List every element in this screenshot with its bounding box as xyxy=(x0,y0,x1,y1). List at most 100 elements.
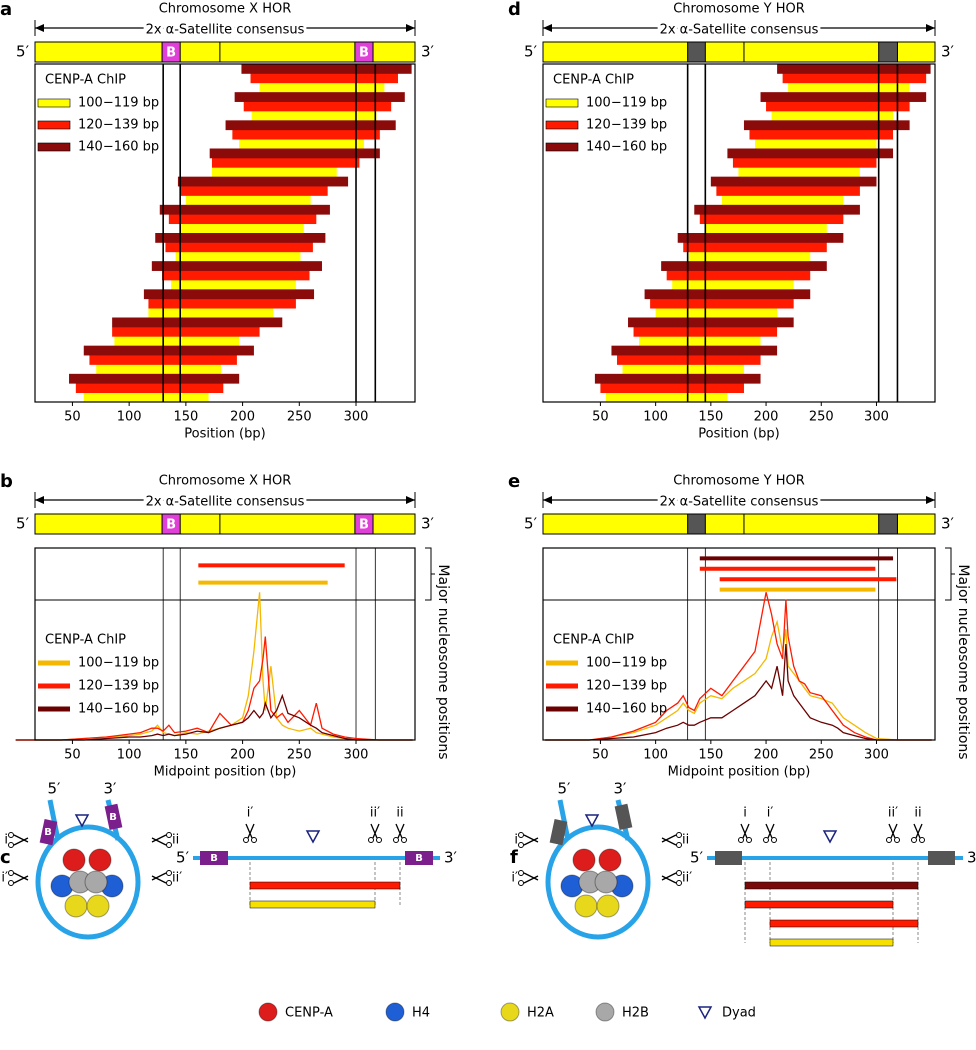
panel-title: Chromosome X HOR xyxy=(159,474,292,489)
read xyxy=(672,279,794,290)
x-tick-label: 150 xyxy=(698,748,723,763)
x-tick-label: 200 xyxy=(754,410,779,425)
dyad xyxy=(305,830,321,844)
read xyxy=(114,336,240,347)
cut-label: i′ xyxy=(511,871,518,886)
read xyxy=(611,345,778,356)
cut-label: i xyxy=(4,833,8,848)
legend-label: H2A xyxy=(527,1006,554,1021)
histone xyxy=(596,894,620,918)
legend-swatch xyxy=(37,98,71,108)
end-label: 5′ xyxy=(524,43,538,61)
read xyxy=(755,139,877,149)
fragment xyxy=(744,900,894,909)
x-axis-label: Midpoint position (bp) xyxy=(154,765,297,780)
end-label: 5′ xyxy=(690,849,704,867)
motif-box xyxy=(715,851,742,865)
scissors-ring xyxy=(8,832,14,838)
plot-frame xyxy=(34,63,416,403)
legend-label: H2B xyxy=(622,1006,649,1021)
side-bracket xyxy=(425,547,435,601)
x-tick-label: 250 xyxy=(809,410,834,425)
scissors-ring xyxy=(676,880,682,886)
histone xyxy=(574,894,598,918)
consensus-bar xyxy=(34,513,416,535)
x-tick-label: 250 xyxy=(287,410,312,425)
dna-end xyxy=(557,799,571,841)
scissors xyxy=(395,823,405,839)
end-label: 5′ xyxy=(558,780,572,798)
histone xyxy=(86,894,110,918)
plot-frame xyxy=(542,63,936,403)
read xyxy=(688,251,811,262)
end-label: 3′ xyxy=(421,515,435,533)
motif-label: B xyxy=(359,46,369,61)
cut-label: i xyxy=(743,806,747,821)
legend-swatch xyxy=(545,120,579,130)
scissors-ring xyxy=(8,842,14,848)
consensus-bar xyxy=(542,513,936,535)
scissors xyxy=(888,823,898,839)
motif-box xyxy=(161,41,181,63)
panel-letter: b xyxy=(0,471,13,492)
consensus-bar xyxy=(34,41,416,63)
legend-label: 140−160 bp xyxy=(586,702,667,717)
read xyxy=(251,110,377,121)
fragment xyxy=(769,919,919,928)
read xyxy=(148,308,274,318)
motif-label: B xyxy=(210,853,218,864)
x-tick-label: 300 xyxy=(864,410,889,425)
read xyxy=(666,270,811,281)
scissors-ring xyxy=(243,837,249,843)
dyad xyxy=(74,814,90,828)
midpoint-line xyxy=(545,592,932,741)
legend-swatch xyxy=(545,142,579,152)
plot-frame xyxy=(542,547,936,741)
span-label: 2x α-Satellite consensus xyxy=(146,23,305,38)
read xyxy=(211,167,337,178)
read xyxy=(243,101,392,112)
end-label: 5′ xyxy=(524,515,538,533)
legend-swatch xyxy=(37,120,71,130)
scissors-ring xyxy=(518,832,524,838)
read xyxy=(782,73,927,84)
scissors xyxy=(913,823,923,839)
x-tick-label: 50 xyxy=(64,748,81,763)
read xyxy=(155,233,326,243)
motif-box xyxy=(39,819,58,846)
read xyxy=(177,176,349,187)
scissors xyxy=(523,872,539,884)
scissors-ring xyxy=(763,837,769,843)
read xyxy=(225,120,396,131)
motif-box xyxy=(549,819,568,846)
motif-label: B xyxy=(109,812,117,823)
x-tick-label: 50 xyxy=(64,410,81,425)
dna-end xyxy=(47,799,61,841)
read xyxy=(743,120,910,131)
scissors-ring xyxy=(376,837,382,843)
legend-label: 140−160 bp xyxy=(78,702,159,717)
scissors-ring xyxy=(518,842,524,848)
motif-label: B xyxy=(166,46,176,61)
read xyxy=(69,373,240,384)
histone xyxy=(88,848,112,872)
scissors-ring xyxy=(746,837,752,843)
midpoint-line xyxy=(545,643,932,741)
legend-label: 100−119 bp xyxy=(586,656,667,671)
scissors-ring xyxy=(738,837,744,843)
end-label: 5′ xyxy=(48,780,62,798)
midpoint-line xyxy=(15,592,413,741)
panel-letter: d xyxy=(508,0,521,20)
histone xyxy=(594,870,618,894)
read xyxy=(694,204,860,215)
read xyxy=(232,129,380,140)
read xyxy=(259,82,385,93)
side-bracket xyxy=(945,547,955,601)
read xyxy=(732,157,877,168)
scissors xyxy=(740,823,750,839)
motif-box xyxy=(354,41,374,63)
dyad xyxy=(697,1006,713,1020)
panel-title: Chromosome Y HOR xyxy=(673,474,805,489)
cut-label: ii xyxy=(682,833,689,848)
